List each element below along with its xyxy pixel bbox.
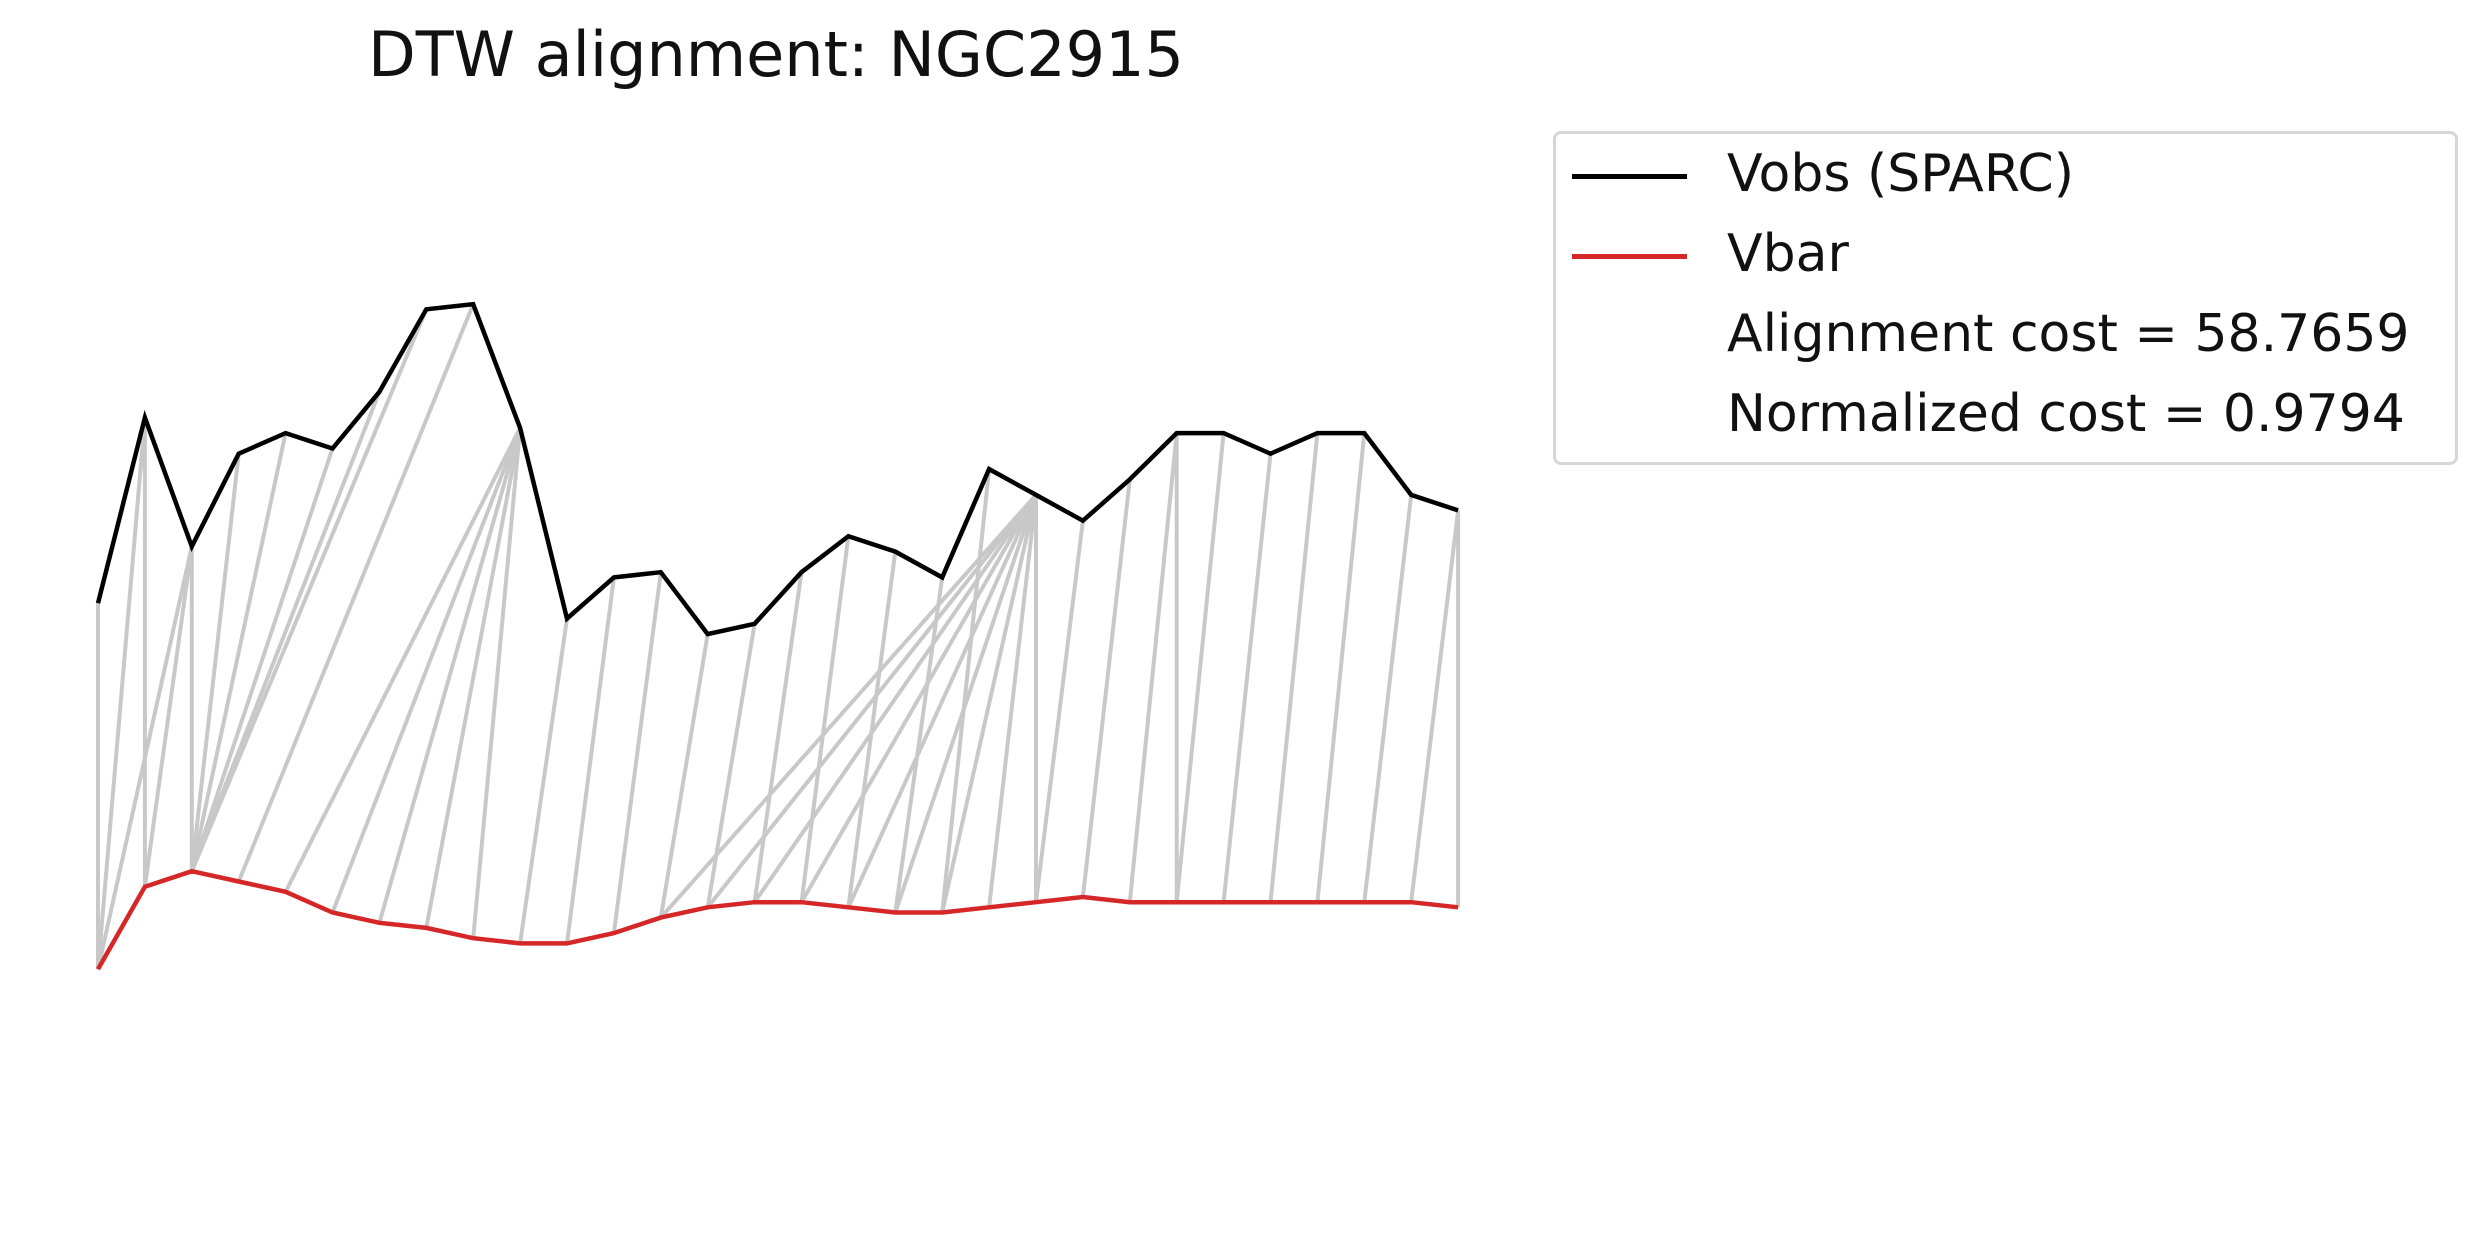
legend-swatch-vobs [1572, 174, 1687, 179]
legend-item-vbar: Vbar [1556, 218, 2455, 298]
series-lines [95, 301, 1459, 971]
alignment-line-43 [846, 494, 1038, 909]
alignment-line-22 [752, 571, 804, 903]
alignment-line-34 [1268, 432, 1320, 903]
legend-item-normalized-cost: Normalized cost = 0.9794 [1556, 378, 2455, 458]
alignment-line-42 [799, 493, 1038, 904]
alignment-line-10 [189, 308, 429, 873]
alignment-line-11 [236, 303, 476, 883]
alignment-line-29 [1034, 520, 1085, 903]
alignment-line-26 [940, 468, 992, 913]
alignment-line-25 [893, 577, 945, 913]
alignment-line-30 [1080, 479, 1132, 898]
alignment-line-31 [1127, 432, 1179, 903]
alignment-line-12 [283, 426, 522, 893]
legend-item-vobs: Vobs (SPARC) [1556, 138, 2455, 218]
alignment-line-7 [189, 432, 288, 872]
series-line-vbar [96, 868, 1459, 971]
chart-title: DTW alignment: NGC2915 [368, 18, 1184, 91]
alignment-line-14 [377, 427, 523, 924]
alignment-line-36 [1362, 494, 1414, 903]
legend-label-alignment-cost: Alignment cost = 58.7659 [1727, 304, 2410, 364]
alignment-line-23 [799, 535, 851, 903]
alignment-line-6 [189, 453, 241, 872]
alignment-line-33 [1221, 453, 1273, 903]
alignment-lines [96, 303, 1461, 970]
alignment-line-27 [987, 494, 1038, 908]
legend-label-normalized-cost: Normalized cost = 0.9794 [1727, 384, 2405, 444]
alignment-line-4 [142, 546, 194, 887]
alignment-line-40 [706, 493, 1038, 909]
alignment-line-37 [1409, 510, 1461, 903]
alignment-line-32 [1174, 432, 1226, 903]
alignment-line-18 [565, 577, 616, 944]
alignment-line-21 [705, 623, 757, 908]
alignment-line-16 [471, 427, 523, 939]
legend-label-vobs: Vobs (SPARC) [1727, 144, 2075, 204]
legend-item-alignment-cost: Alignment cost = 58.7659 [1556, 298, 2455, 378]
alignment-line-3 [96, 546, 194, 970]
alignment-line-44 [893, 494, 1038, 914]
alignment-line-19 [611, 571, 663, 934]
alignment-line-45 [940, 494, 1038, 913]
alignment-line-20 [658, 633, 710, 918]
series-line-vobs [95, 301, 1459, 637]
alignment-line-35 [1315, 432, 1367, 903]
alignment-line-13 [330, 427, 522, 914]
alignment-line-8 [189, 447, 335, 872]
alignment-line-15 [424, 427, 523, 929]
alignment-line-41 [752, 493, 1038, 904]
legend-swatch-vbar [1572, 254, 1687, 259]
alignment-line-1 [96, 417, 147, 970]
legend-label-vbar: Vbar [1727, 224, 1849, 284]
legend: Vobs (SPARC) Vbar Alignment cost = 58.76… [1553, 131, 2458, 465]
alignment-line-39 [659, 493, 1038, 919]
alignment-line-17 [518, 618, 569, 944]
